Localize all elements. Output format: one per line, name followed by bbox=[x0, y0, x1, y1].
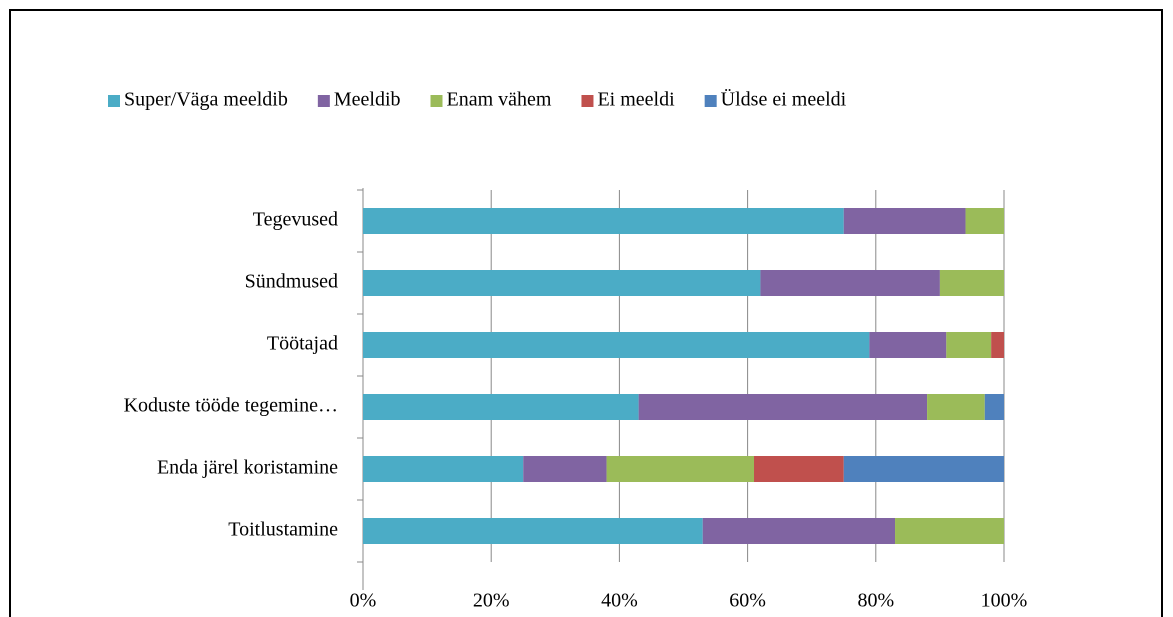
bar-segment bbox=[965, 208, 1004, 234]
chart-border bbox=[9, 9, 1163, 617]
bar-segment bbox=[927, 394, 985, 420]
bar-segment bbox=[754, 456, 844, 482]
x-tick-label: 80% bbox=[857, 590, 894, 612]
bar-segment bbox=[939, 270, 1004, 296]
y-tick-label: Koduste tööde tegemine… bbox=[124, 395, 338, 417]
bar-segment bbox=[843, 456, 1004, 482]
bar-segment bbox=[523, 456, 607, 482]
bar-segment bbox=[606, 456, 755, 482]
y-tick-label: Toitlustamine bbox=[228, 519, 338, 541]
x-tick-label: 40% bbox=[601, 590, 638, 612]
bar-segment bbox=[895, 518, 1004, 544]
bar-segment bbox=[991, 332, 1004, 358]
legend-swatch bbox=[704, 95, 717, 107]
x-tick-label: 60% bbox=[729, 590, 766, 612]
bar-segment bbox=[363, 208, 844, 234]
bar-segment bbox=[363, 270, 761, 296]
y-tick-label: Enda järel koristamine bbox=[157, 457, 338, 479]
bar-segment bbox=[638, 394, 928, 420]
bar-segment bbox=[760, 270, 940, 296]
bar-segment bbox=[363, 332, 870, 358]
legend-label: Super/Väga meeldib bbox=[124, 89, 288, 111]
legend-swatch bbox=[430, 95, 443, 107]
y-tick-label: Sündmused bbox=[245, 271, 338, 293]
legend-swatch bbox=[317, 95, 330, 107]
bar-segment bbox=[363, 394, 639, 420]
bar-segment bbox=[363, 518, 703, 544]
bar-segment bbox=[869, 332, 947, 358]
y-tick-label: Töötajad bbox=[267, 333, 338, 355]
bar-segment bbox=[702, 518, 896, 544]
legend-swatch bbox=[108, 95, 120, 107]
bar-segment bbox=[843, 208, 966, 234]
bar-segment bbox=[946, 332, 992, 358]
legend-label: Üldse ei meeldi bbox=[721, 88, 847, 111]
bar-segment bbox=[984, 394, 1004, 420]
x-tick-label: 100% bbox=[981, 590, 1028, 612]
y-tick-label: Tegevused bbox=[253, 209, 338, 231]
legend-label: Enam vähem bbox=[447, 89, 552, 111]
legend-swatch bbox=[581, 95, 594, 107]
x-tick-label: 0% bbox=[350, 590, 377, 612]
legend-label: Meeldib bbox=[334, 89, 401, 111]
legend-label: Ei meeldi bbox=[597, 89, 675, 111]
bar-segment bbox=[363, 456, 524, 482]
x-tick-label: 20% bbox=[473, 590, 510, 612]
